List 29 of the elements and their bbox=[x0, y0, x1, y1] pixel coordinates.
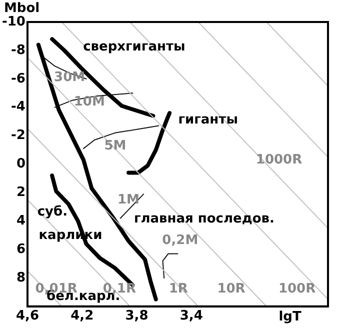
annotation: 1000R bbox=[256, 152, 302, 168]
x-tick-label: 3,8 bbox=[125, 308, 148, 324]
y-tick-label: 2 bbox=[16, 185, 26, 200]
y-tick-label: 0 bbox=[16, 156, 26, 172]
y-tick-label: 6 bbox=[16, 242, 26, 257]
annotation: 5M bbox=[104, 138, 126, 154]
annotation: 0,2M bbox=[162, 232, 198, 248]
y-tick-label: -10 bbox=[2, 14, 26, 30]
annotation: 10M bbox=[74, 94, 105, 110]
x-tick-label: 4,6 bbox=[16, 308, 39, 324]
annotation: сверхгиганты bbox=[83, 39, 186, 54]
annotation: 1R bbox=[168, 282, 188, 297]
x-tick-label: 4,2 bbox=[70, 308, 94, 324]
annotation: 30M bbox=[54, 70, 86, 86]
y-axis-title: Mbol bbox=[4, 0, 40, 16]
annotation: главная последов. bbox=[134, 212, 274, 227]
annotation: гиганты bbox=[178, 112, 238, 128]
annotation: 1M bbox=[117, 192, 140, 208]
annotation: суб. bbox=[37, 204, 68, 220]
x-axis-title: lgT bbox=[278, 309, 302, 324]
y-tick-label: 8 bbox=[16, 270, 26, 286]
x-tick-label: 3,4 bbox=[180, 308, 203, 324]
y-tick-label: -4 bbox=[11, 100, 26, 115]
annotation: 100R bbox=[278, 282, 316, 297]
y-tick-label: -2 bbox=[11, 128, 26, 144]
y-tick-label: -8 bbox=[11, 42, 26, 58]
y-tick-label: -6 bbox=[11, 71, 26, 86]
y-tick-label: 4 bbox=[16, 213, 26, 228]
annotation: 10R bbox=[217, 282, 246, 297]
